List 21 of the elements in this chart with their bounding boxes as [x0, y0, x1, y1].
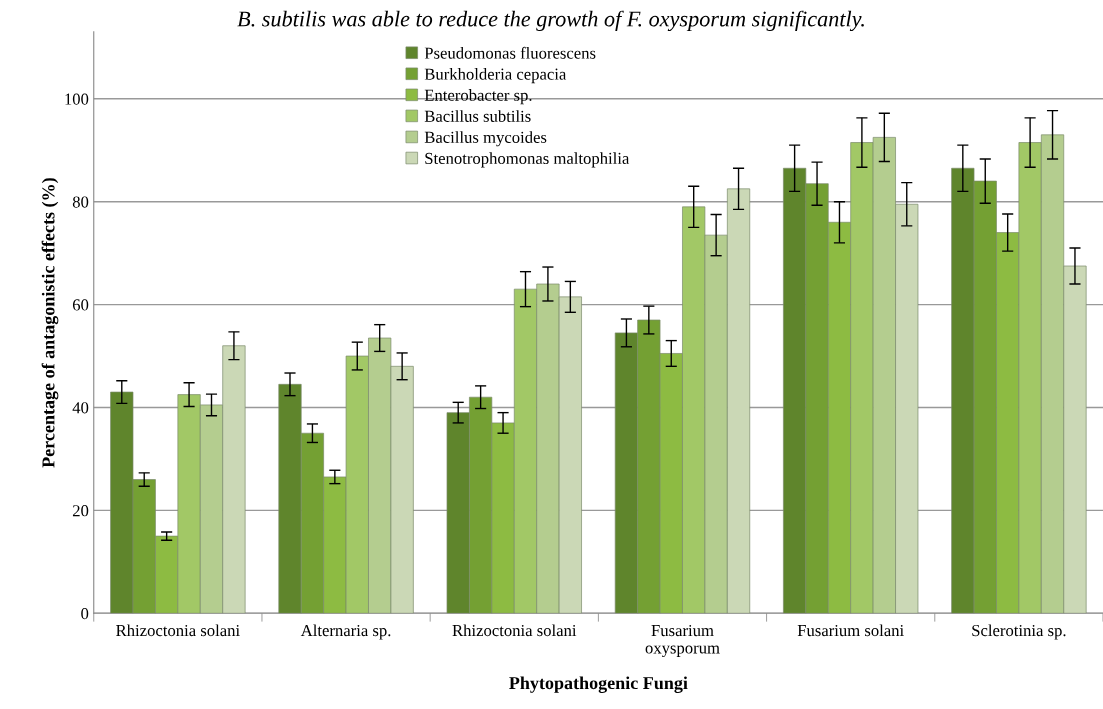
chart-title: B. subtilis was able to reduce the growth of F. oxysporum significantly. [237, 10, 864, 32]
legend-label: Bacillus subtilis [424, 110, 531, 122]
x-axis-title: Phytopathogenic Fungi [509, 676, 688, 693]
x-tick-label: Fusarium solani [797, 624, 904, 637]
x-tick-label: Rhizoctonia solani [116, 624, 240, 637]
legend-label: Bacillus mycoides [424, 131, 547, 147]
x-tick-label: Fusarium oxysporum [645, 624, 720, 657]
legend-label: Stenotrophomonas maltophilia [425, 152, 630, 168]
y-tick-label: 40 [72, 402, 89, 414]
legend-label: Enterobacter sp. [424, 89, 532, 105]
y-tick-label: 20 [72, 505, 89, 517]
x-tick-label: Alternaria sp. [300, 624, 391, 640]
y-tick-label: 60 [72, 299, 89, 311]
legend-label: Pseudomonas fluorescens [424, 46, 596, 59]
x-tick-label: Sclerotinia sp. [972, 624, 1066, 640]
y-tick-label: 0 [81, 607, 89, 620]
legend-label: Burkholderia cepacia [424, 68, 567, 84]
y-tick-label: 80 [72, 196, 89, 208]
y-tick-label: 100 [65, 93, 89, 105]
x-tick-label: Rhizoctonia solani [452, 624, 577, 637]
y-axis-title: Percentage of antagonistic effects (%) [41, 178, 59, 468]
